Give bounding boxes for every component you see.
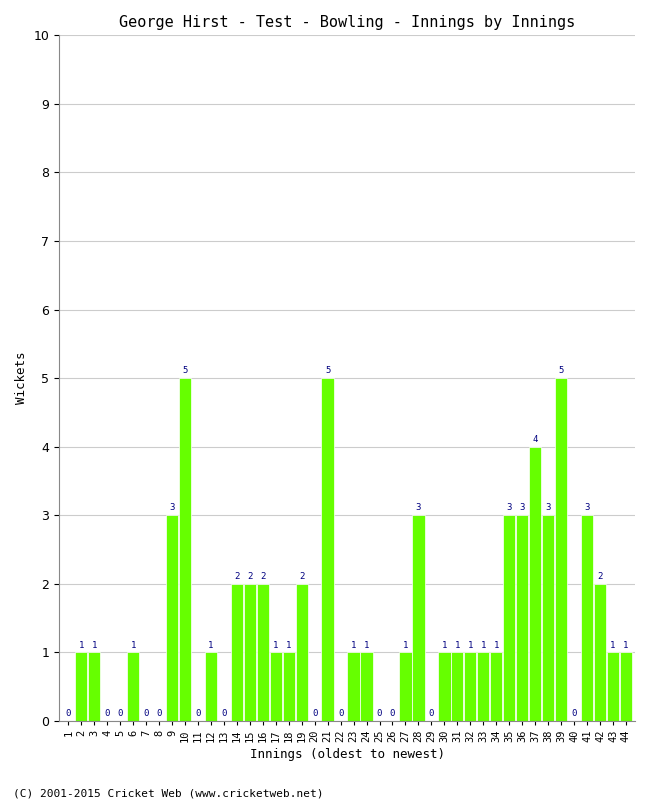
Bar <box>244 584 256 721</box>
X-axis label: Innings (oldest to newest): Innings (oldest to newest) <box>250 748 445 761</box>
Text: 0: 0 <box>195 709 201 718</box>
Text: 2: 2 <box>234 572 239 581</box>
Text: 5: 5 <box>325 366 330 375</box>
Bar <box>322 378 334 721</box>
Text: 1: 1 <box>92 641 97 650</box>
Bar <box>594 584 606 721</box>
Bar <box>490 652 502 721</box>
Text: 3: 3 <box>519 503 525 513</box>
Bar <box>205 652 217 721</box>
Bar <box>347 652 359 721</box>
Text: 1: 1 <box>610 641 616 650</box>
Text: 1: 1 <box>493 641 499 650</box>
Text: 1: 1 <box>131 641 136 650</box>
Title: George Hirst - Test - Bowling - Innings by Innings: George Hirst - Test - Bowling - Innings … <box>119 15 575 30</box>
Bar <box>607 652 619 721</box>
Bar <box>360 652 372 721</box>
Text: 0: 0 <box>221 709 227 718</box>
Bar <box>516 515 528 721</box>
Text: 1: 1 <box>364 641 369 650</box>
Bar <box>477 652 489 721</box>
Y-axis label: Wickets: Wickets <box>15 352 28 404</box>
Bar <box>503 515 515 721</box>
Bar <box>127 652 139 721</box>
Bar <box>231 584 243 721</box>
Text: 4: 4 <box>532 435 538 444</box>
Text: 2: 2 <box>299 572 304 581</box>
Text: 0: 0 <box>377 709 382 718</box>
Bar <box>88 652 100 721</box>
Bar <box>542 515 554 721</box>
Text: 1: 1 <box>273 641 278 650</box>
Text: 0: 0 <box>105 709 110 718</box>
Bar <box>257 584 269 721</box>
Text: 1: 1 <box>480 641 486 650</box>
Bar <box>179 378 191 721</box>
Text: (C) 2001-2015 Cricket Web (www.cricketweb.net): (C) 2001-2015 Cricket Web (www.cricketwe… <box>13 788 324 798</box>
Text: 5: 5 <box>182 366 188 375</box>
Bar <box>283 652 295 721</box>
Bar <box>619 652 632 721</box>
Text: 1: 1 <box>79 641 84 650</box>
Bar <box>412 515 424 721</box>
Bar <box>75 652 87 721</box>
Text: 0: 0 <box>144 709 149 718</box>
Text: 0: 0 <box>66 709 71 718</box>
Bar <box>296 584 308 721</box>
Text: 1: 1 <box>403 641 408 650</box>
Text: 0: 0 <box>429 709 434 718</box>
Text: 2: 2 <box>597 572 603 581</box>
Bar <box>581 515 593 721</box>
Text: 3: 3 <box>169 503 175 513</box>
Text: 1: 1 <box>454 641 460 650</box>
Text: 2: 2 <box>260 572 265 581</box>
Text: 0: 0 <box>571 709 577 718</box>
Bar <box>438 652 450 721</box>
Bar <box>529 446 541 721</box>
Bar <box>451 652 463 721</box>
Text: 3: 3 <box>416 503 421 513</box>
Text: 2: 2 <box>247 572 252 581</box>
Text: 3: 3 <box>584 503 590 513</box>
Text: 1: 1 <box>441 641 447 650</box>
Text: 0: 0 <box>118 709 123 718</box>
Bar <box>166 515 178 721</box>
Text: 5: 5 <box>558 366 564 375</box>
Text: 0: 0 <box>312 709 317 718</box>
Text: 0: 0 <box>390 709 395 718</box>
Text: 1: 1 <box>623 641 629 650</box>
Text: 0: 0 <box>157 709 162 718</box>
Bar <box>555 378 567 721</box>
Text: 3: 3 <box>545 503 551 513</box>
Text: 3: 3 <box>506 503 512 513</box>
Text: 1: 1 <box>467 641 473 650</box>
Text: 1: 1 <box>286 641 291 650</box>
Text: 1: 1 <box>351 641 356 650</box>
Text: 1: 1 <box>208 641 214 650</box>
Text: 0: 0 <box>338 709 343 718</box>
Bar <box>464 652 476 721</box>
Bar <box>270 652 282 721</box>
Bar <box>399 652 411 721</box>
